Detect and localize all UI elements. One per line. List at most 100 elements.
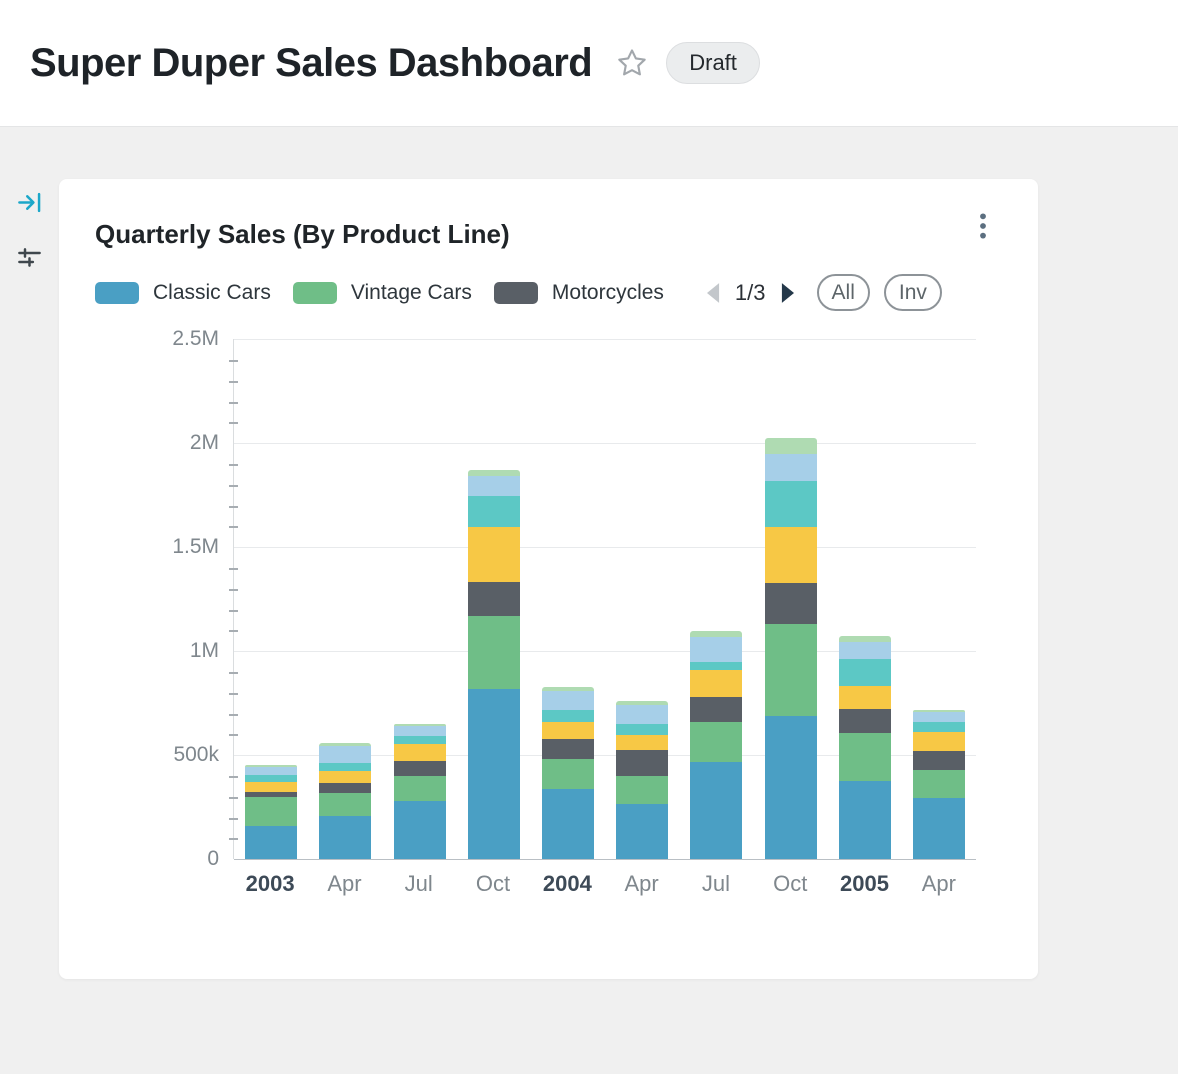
bar-segment-motorcycles[interactable] <box>319 783 372 793</box>
bar-segment-classic-cars[interactable] <box>467 688 520 860</box>
bar-segment-vintage-cars[interactable] <box>912 769 965 798</box>
bar-segment-series-4-yellow[interactable] <box>319 770 372 784</box>
bar-segment-classic-cars[interactable] <box>245 826 298 860</box>
filter-icon[interactable] <box>16 244 43 271</box>
bar-segment-motorcycles[interactable] <box>245 791 298 797</box>
bar-segment-series-7-light-green[interactable] <box>541 686 594 691</box>
bar-segment-series-5-teal[interactable] <box>838 658 891 686</box>
bar-segment-series-4-yellow[interactable] <box>690 670 743 698</box>
bar-segment-motorcycles[interactable] <box>467 581 520 616</box>
legend-swatch <box>292 281 337 304</box>
bar-segment-series-4-yellow[interactable] <box>912 732 965 752</box>
bar-segment-series-6-light-blue[interactable] <box>393 726 446 736</box>
bar-segment-series-5-teal[interactable] <box>467 496 520 527</box>
bar-segment-series-5-teal[interactable] <box>912 722 965 733</box>
bar-segment-series-6-light-blue[interactable] <box>467 475 520 497</box>
favorite-star-icon[interactable] <box>616 47 648 79</box>
bar-segment-motorcycles[interactable] <box>764 582 817 625</box>
bar-segment-series-5-teal[interactable] <box>541 709 594 723</box>
bar-segment-vintage-cars[interactable] <box>690 722 743 762</box>
y-axis-label: 2.5M <box>172 327 219 351</box>
bar-segment-classic-cars[interactable] <box>690 761 743 860</box>
bar-segment-series-5-teal[interactable] <box>319 762 372 771</box>
bar-segment-series-6-light-blue[interactable] <box>616 705 669 725</box>
bar-segment-series-4-yellow[interactable] <box>393 743 446 761</box>
bar-segment-series-7-light-green[interactable] <box>838 635 891 642</box>
y-axis-minor-tick <box>229 526 238 529</box>
bar-segment-series-7-light-green[interactable] <box>912 709 965 712</box>
bar-segment-motorcycles[interactable] <box>616 750 669 777</box>
bar-segment-motorcycles[interactable] <box>912 751 965 770</box>
bar-segment-vintage-cars[interactable] <box>541 759 594 789</box>
bar-segment-series-4-yellow[interactable] <box>838 685 891 709</box>
bar-segment-vintage-cars[interactable] <box>319 792 372 816</box>
legend-item[interactable]: Motorcycles <box>493 281 664 305</box>
bar-cell <box>234 339 308 860</box>
stacked-bar[interactable] <box>467 470 520 860</box>
legend-prev-icon[interactable] <box>698 282 727 304</box>
collapse-panel-icon[interactable] <box>16 189 43 216</box>
bar-segment-series-5-teal[interactable] <box>764 480 817 527</box>
bar-segment-series-5-teal[interactable] <box>245 775 298 783</box>
bar-segment-classic-cars[interactable] <box>838 781 891 860</box>
bar-segment-vintage-cars[interactable] <box>245 796 298 827</box>
bar-segment-series-6-light-blue[interactable] <box>764 453 817 481</box>
y-axis-minor-tick <box>229 568 238 571</box>
bar-segment-series-6-light-blue[interactable] <box>838 641 891 659</box>
bar-segment-series-4-yellow[interactable] <box>616 734 669 751</box>
bar-segment-series-7-light-green[interactable] <box>764 438 817 454</box>
bar-segment-series-5-teal[interactable] <box>616 724 669 735</box>
bar-segment-classic-cars[interactable] <box>616 804 669 860</box>
bar-segment-classic-cars[interactable] <box>393 801 446 860</box>
kebab-menu-icon[interactable] <box>964 205 1002 252</box>
all-button[interactable]: All <box>816 274 870 312</box>
legend-item[interactable]: Vintage Cars <box>292 281 472 305</box>
stacked-bar[interactable] <box>690 630 743 860</box>
stacked-bar[interactable] <box>912 709 965 860</box>
stacked-bar[interactable] <box>616 701 669 860</box>
bar-segment-series-6-light-blue[interactable] <box>690 636 743 662</box>
stacked-bar[interactable] <box>764 438 817 860</box>
legend-next-icon[interactable] <box>774 282 803 304</box>
gridline <box>234 755 976 757</box>
gridline <box>234 443 976 445</box>
stacked-bar[interactable] <box>541 686 594 860</box>
bar-segment-series-7-light-green[interactable] <box>467 470 520 476</box>
bar-segment-series-4-yellow[interactable] <box>245 782 298 792</box>
stacked-bar[interactable] <box>319 742 372 860</box>
bar-segment-classic-cars[interactable] <box>912 797 965 860</box>
bar-segment-vintage-cars[interactable] <box>467 615 520 689</box>
bar-segment-series-6-light-blue[interactable] <box>541 690 594 710</box>
bar-cell <box>531 339 605 860</box>
bar-segment-series-7-light-green[interactable] <box>393 724 446 727</box>
bar-segment-series-7-light-green[interactable] <box>245 764 298 767</box>
stacked-bar[interactable] <box>245 764 298 860</box>
legend-item[interactable]: Classic Cars <box>95 281 271 305</box>
bar-segment-classic-cars[interactable] <box>541 788 594 860</box>
page-title: Super Duper Sales Dashboard <box>30 40 593 85</box>
bar-segment-classic-cars[interactable] <box>319 815 372 860</box>
bar-segment-vintage-cars[interactable] <box>616 776 669 805</box>
bar-segment-series-7-light-green[interactable] <box>319 742 372 746</box>
bar-segment-series-6-light-blue[interactable] <box>912 711 965 723</box>
bar-segment-series-6-light-blue[interactable] <box>245 766 298 776</box>
bar-segment-series-4-yellow[interactable] <box>541 722 594 739</box>
bar-segment-motorcycles[interactable] <box>690 697 743 723</box>
bar-segment-vintage-cars[interactable] <box>764 624 817 716</box>
bar-segment-series-5-teal[interactable] <box>393 735 446 744</box>
bar-segment-vintage-cars[interactable] <box>838 733 891 782</box>
bar-segment-vintage-cars[interactable] <box>393 776 446 802</box>
bar-segment-motorcycles[interactable] <box>838 708 891 734</box>
bar-segment-motorcycles[interactable] <box>393 760 446 777</box>
bar-segment-series-4-yellow[interactable] <box>764 526 817 583</box>
bar-segment-series-4-yellow[interactable] <box>467 526 520 582</box>
bar-segment-series-7-light-green[interactable] <box>690 630 743 637</box>
bar-segment-motorcycles[interactable] <box>541 738 594 760</box>
bar-segment-series-7-light-green[interactable] <box>616 701 669 706</box>
bar-segment-classic-cars[interactable] <box>764 715 817 860</box>
bar-segment-series-6-light-blue[interactable] <box>319 745 372 763</box>
inv-button[interactable]: Inv <box>883 274 942 312</box>
stacked-bar[interactable] <box>393 724 446 860</box>
bar-segment-series-5-teal[interactable] <box>690 661 743 671</box>
stacked-bar[interactable] <box>838 635 891 860</box>
